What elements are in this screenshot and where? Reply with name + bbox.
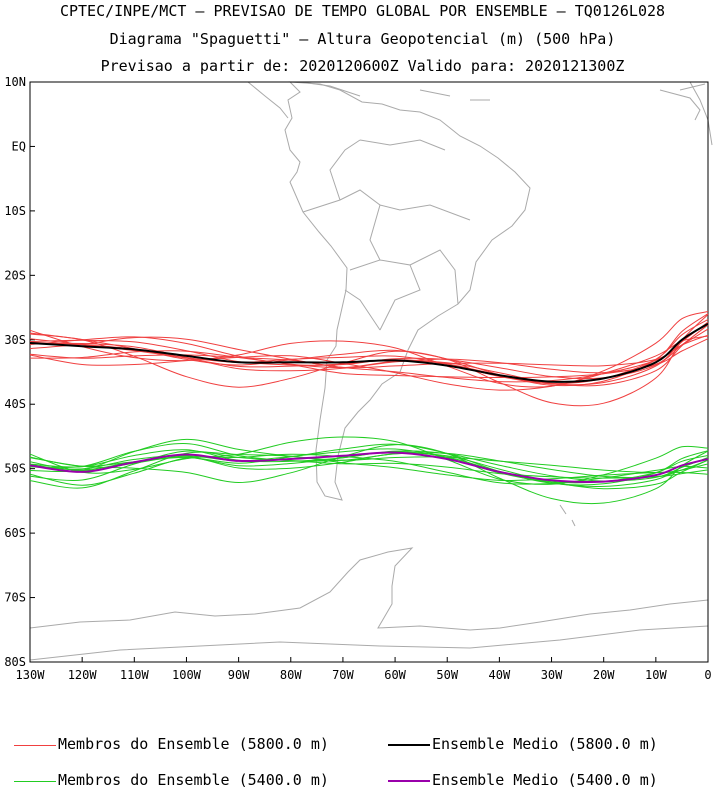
member-5800-line (29, 335, 709, 391)
lon-tick-label: 80W (280, 668, 302, 682)
lat-tick-label: 10N (4, 75, 26, 89)
member-5800-line (29, 318, 709, 385)
lon-tick-label: 10W (645, 668, 667, 682)
africa-coast (689, 81, 713, 146)
legend-label-members-5800: Membros do Ensemble (5800.0 m) (58, 735, 329, 753)
legend-swatch-mean-5800 (388, 744, 430, 746)
legend-label-mean-5400: Ensemble Medio (5400.0 m) (432, 771, 658, 789)
title-line-1: CPTEC/INPE/MCT — PREVISAO DE TEMPO GLOBA… (59, 2, 666, 20)
member-5400-line (29, 453, 709, 486)
mean-5400-line (29, 451, 709, 483)
lon-tick-label: 130W (16, 668, 46, 682)
member-5400-line (29, 444, 709, 505)
lon-tick-label: 50W (436, 668, 458, 682)
member-5400-line (29, 436, 709, 485)
lon-tick-label: 110W (120, 668, 150, 682)
lon-tick-label: 70W (332, 668, 354, 682)
lon-tick-label: 20W (593, 668, 615, 682)
lon-tick-label: 0 (704, 668, 711, 682)
lat-tick-label: 60S (4, 526, 26, 540)
lat-tick-label: 40S (4, 397, 26, 411)
title-line-2: Diagrama "Spaguetti" — Altura Geopotenci… (109, 30, 616, 48)
coastline-outlines (29, 81, 713, 661)
member-5800-line (29, 322, 709, 386)
lat-tick-label: EQ (12, 139, 26, 153)
member-5800-line (29, 338, 709, 379)
legend-swatch-mean-5400 (388, 780, 430, 782)
mean-5800-line (29, 322, 709, 383)
lon-tick-label: 40W (489, 668, 511, 682)
lon-tick-label: 90W (228, 668, 250, 682)
member-5400-line (29, 443, 709, 478)
legend-swatch-members-5400 (14, 781, 56, 782)
axis-ticks (29, 81, 709, 663)
lon-tick-label: 100W (172, 668, 202, 682)
member-5800-line (29, 311, 709, 388)
antarctica-coast (29, 547, 709, 661)
caribbean-islands (419, 83, 706, 121)
legend-swatch-members-5800 (14, 745, 56, 746)
member-5800-line (29, 314, 709, 407)
lat-tick-label: 80S (4, 655, 26, 669)
member-5800-line (29, 334, 709, 383)
member-5400-line (29, 449, 709, 482)
legend-label-members-5400: Membros do Ensemble (5400.0 m) (58, 771, 329, 789)
members-5800-group (29, 311, 709, 407)
member-5400-line (29, 448, 709, 484)
lat-tick-label: 50S (4, 462, 26, 476)
plot-frame (29, 81, 709, 663)
lat-tick-label: 10S (4, 204, 26, 218)
legend-label-mean-5800: Ensemble Medio (5800.0 m) (432, 735, 658, 753)
lon-tick-label: 60W (384, 668, 406, 682)
lon-tick-label: 30W (541, 668, 563, 682)
lat-tick-label: 20S (4, 268, 26, 282)
country-borders (302, 139, 471, 331)
member-5800-line (29, 321, 709, 380)
member-5400-line (29, 451, 709, 489)
central-america-coast (247, 81, 361, 119)
members-5400-group (29, 436, 709, 505)
south-america-coast (284, 81, 531, 501)
member-5800-line (29, 328, 709, 369)
south-georgia (559, 504, 576, 527)
title-line-3: Previsao a partir de: 2020120600Z Valido… (100, 57, 625, 75)
lat-tick-label: 30S (4, 333, 26, 347)
lon-tick-label: 120W (68, 668, 98, 682)
lat-tick-label: 70S (4, 591, 26, 605)
